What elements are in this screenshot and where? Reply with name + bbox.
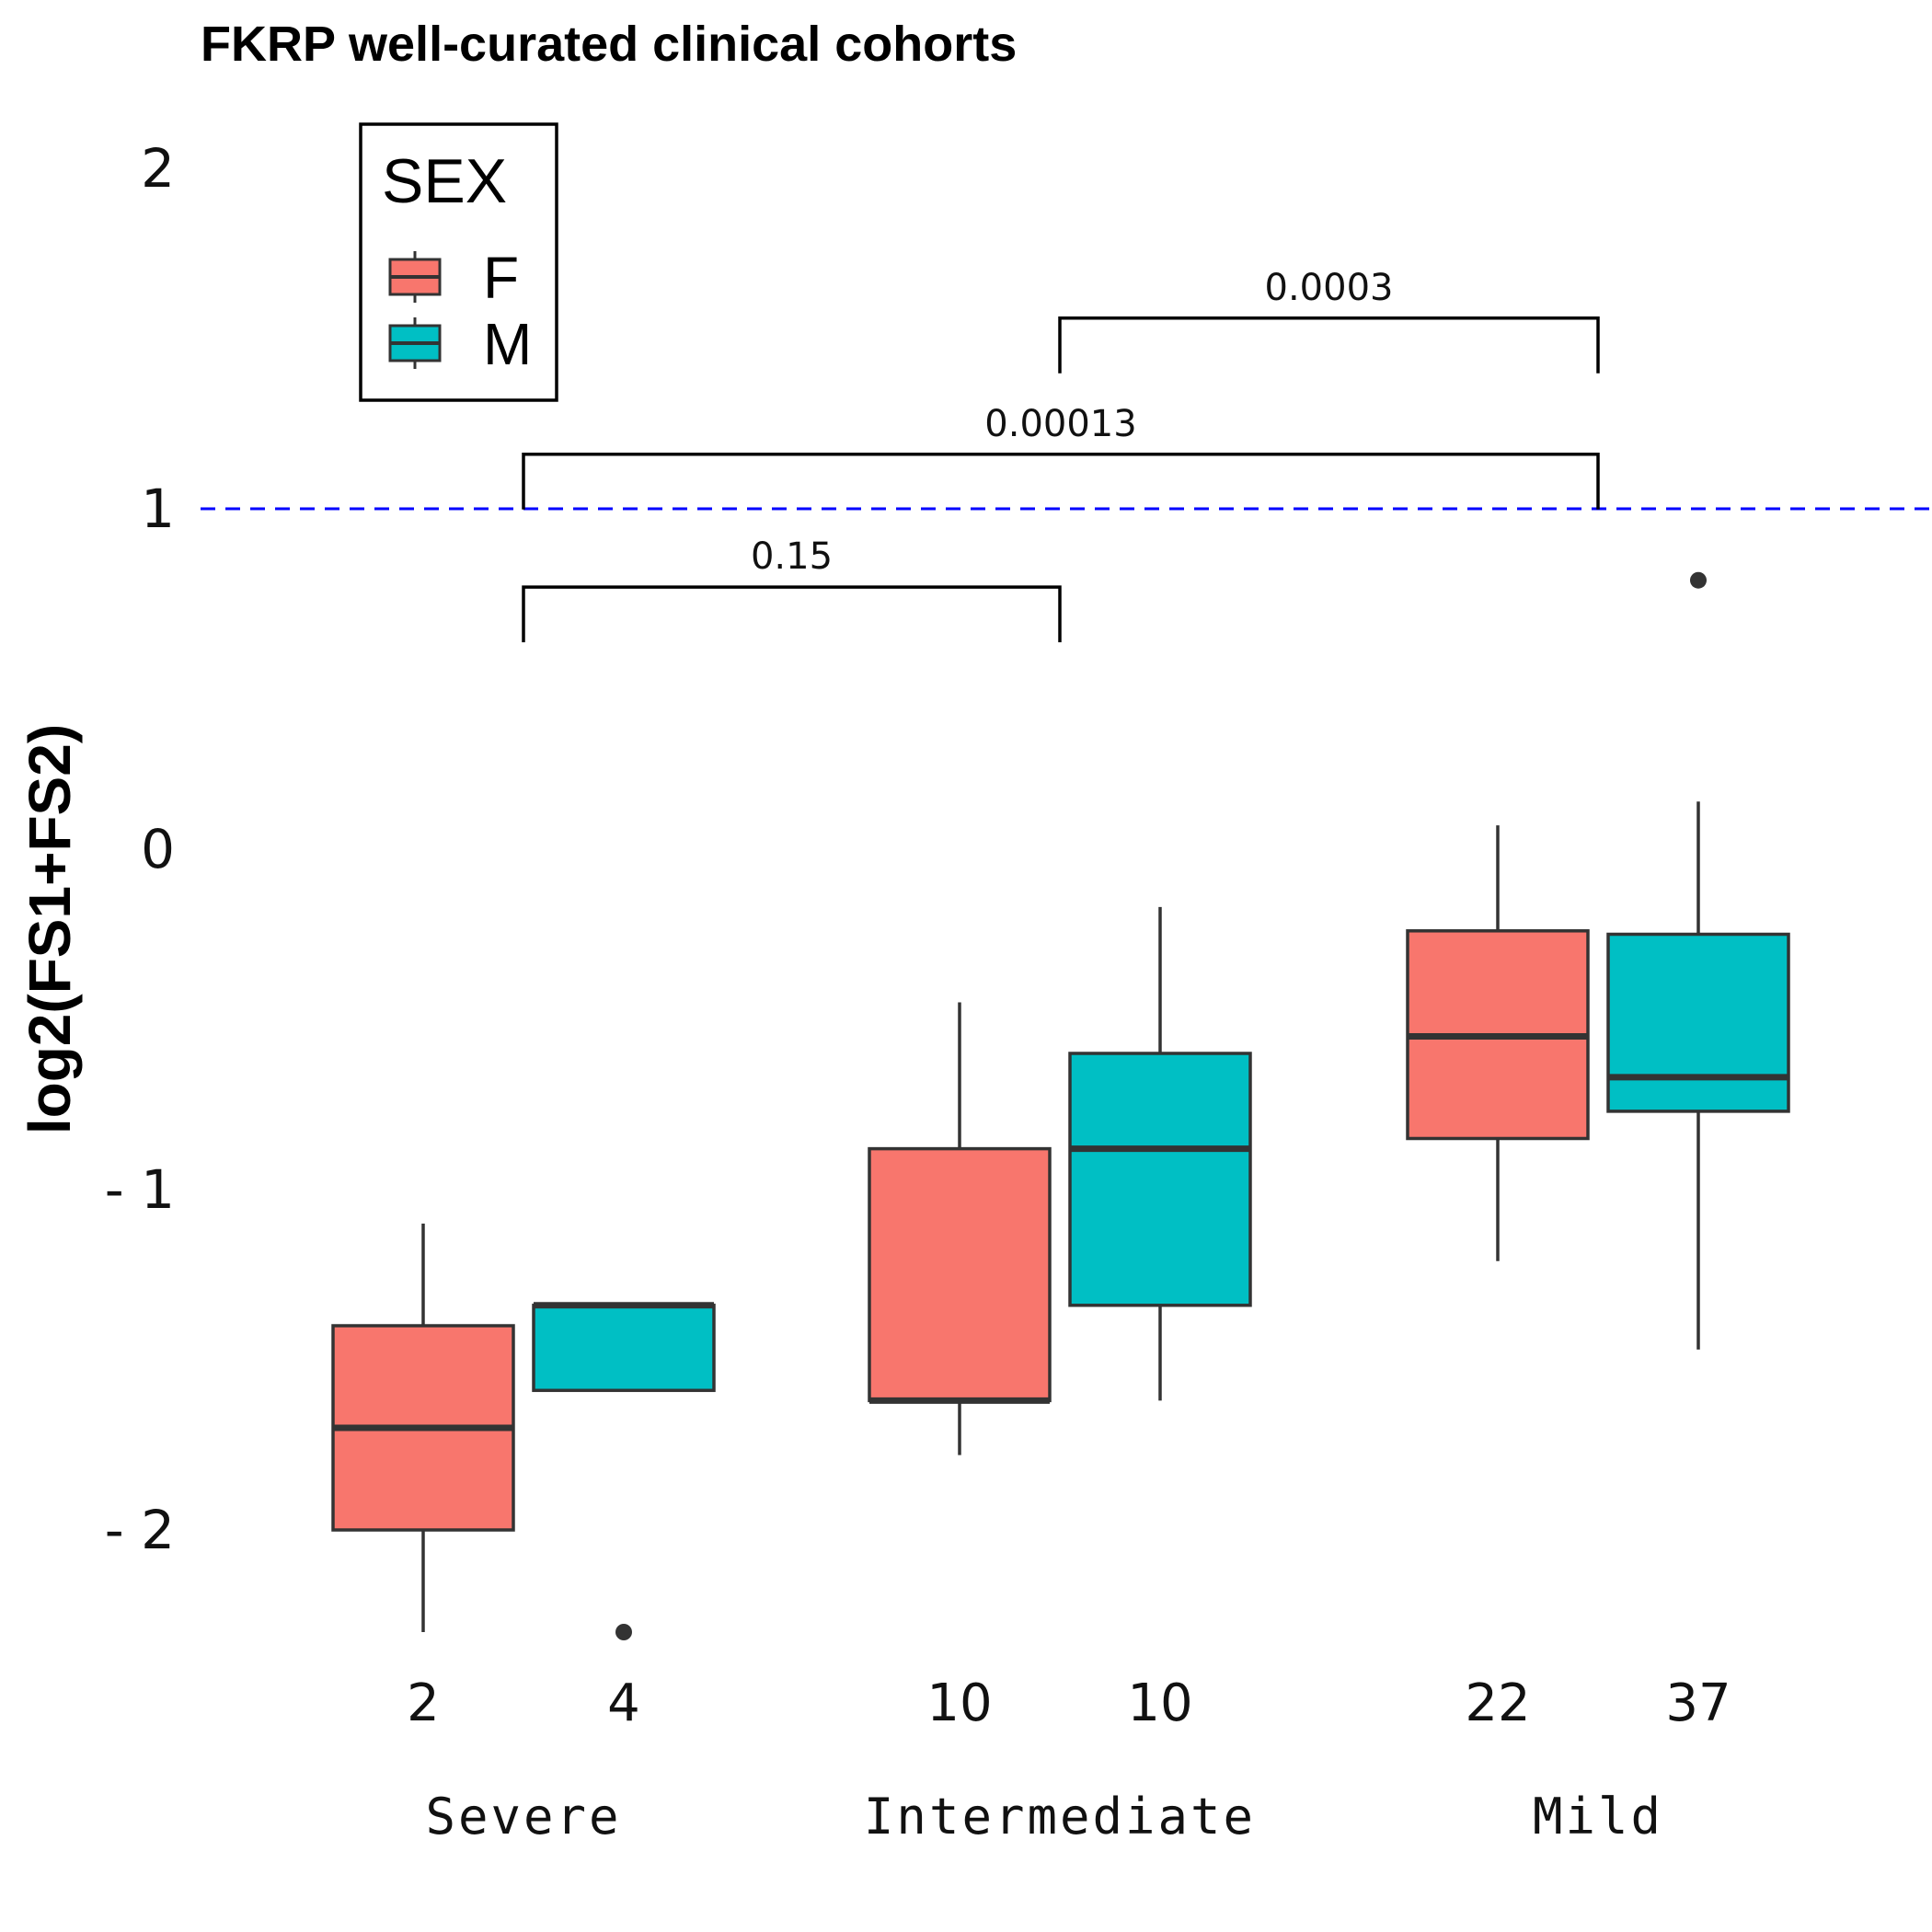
outlier-point xyxy=(615,1624,632,1640)
box-severe-f: 2 xyxy=(331,1224,515,1733)
bracket-line xyxy=(522,585,1062,643)
y-tick-label: 1 xyxy=(141,477,175,540)
y-tick-label: 0 xyxy=(141,818,175,880)
legend-title: SEX xyxy=(382,146,507,216)
legend-entry-m: M xyxy=(388,311,532,377)
y-tick-label: 2 xyxy=(141,137,175,200)
significance-bracket: 0.00013 xyxy=(522,403,1600,510)
count-label: 4 xyxy=(607,1673,640,1733)
box-severe-m: 4 xyxy=(532,1302,716,1733)
legend: SEX FM xyxy=(359,122,558,402)
count-label: 2 xyxy=(407,1673,440,1733)
box-mild-m: 37 xyxy=(1606,571,1790,1733)
category-label: Mild xyxy=(1533,1788,1663,1846)
count-label: 10 xyxy=(926,1673,992,1733)
legend-label: F xyxy=(483,245,519,311)
category-label: Intermediate xyxy=(864,1788,1256,1846)
category-label: Severe xyxy=(425,1788,621,1846)
count-label: 37 xyxy=(1665,1673,1731,1733)
box-body xyxy=(1068,1052,1252,1307)
y-axis-label: log2(FS1+FS2) xyxy=(17,724,83,1134)
chart-title: FKRP well-curated clinical cohorts xyxy=(201,17,1017,72)
box-body xyxy=(532,1304,716,1393)
y-tick-label: - 2 xyxy=(105,1499,175,1561)
box-body xyxy=(1606,932,1790,1113)
p-value-label: 0.0003 xyxy=(1265,267,1394,309)
box-mild-f: 22 xyxy=(1406,825,1590,1733)
legend-entry-f: F xyxy=(388,245,519,311)
p-value-label: 0.00013 xyxy=(984,403,1136,445)
box-body xyxy=(868,1146,1052,1403)
count-label: 22 xyxy=(1465,1673,1530,1733)
significance-bracket: 0.0003 xyxy=(1058,267,1600,374)
outlier-point xyxy=(1690,571,1707,589)
significance-bracket: 0.15 xyxy=(522,535,1062,643)
count-label: 10 xyxy=(1127,1673,1192,1733)
bracket-line xyxy=(1058,316,1600,374)
box-intermediate-f: 10 xyxy=(868,1002,1052,1733)
bracket-line xyxy=(522,453,1600,510)
p-value-label: 0.15 xyxy=(751,535,833,578)
y-tick-label: - 1 xyxy=(105,1158,175,1221)
box-intermediate-m: 10 xyxy=(1068,906,1252,1733)
legend-label: M xyxy=(483,311,532,377)
